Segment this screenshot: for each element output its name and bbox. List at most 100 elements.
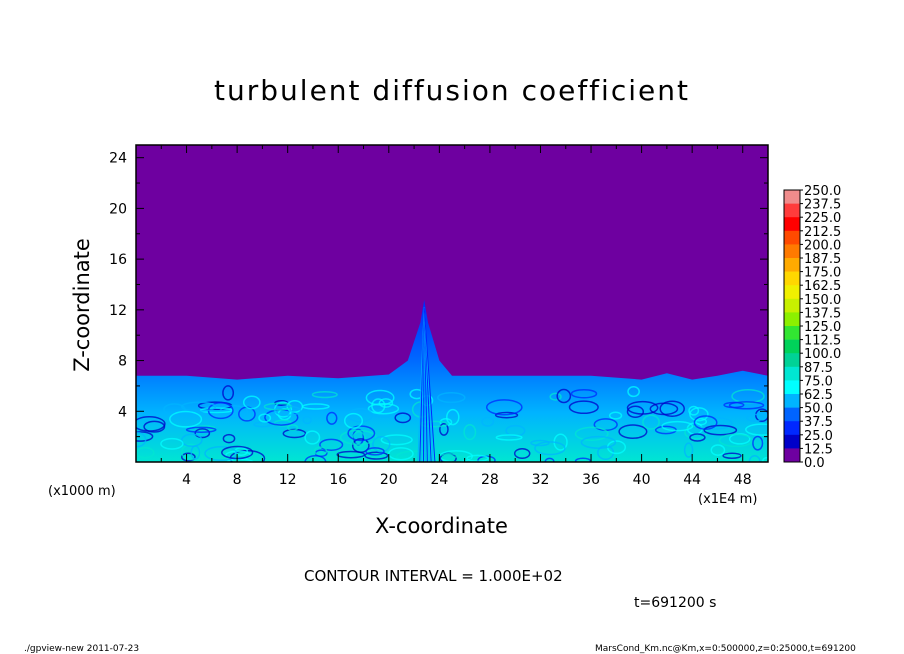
turbulence-streak <box>463 423 477 441</box>
turbulence-streak <box>626 400 659 415</box>
turbulence-streak <box>580 435 617 449</box>
colorbar-label: 225.0 <box>804 211 841 226</box>
colorbar-label: 50.0 <box>804 402 833 417</box>
turbulence-streak <box>282 428 307 439</box>
colorbar-swatch <box>784 366 800 381</box>
turbulence-streak <box>436 452 462 462</box>
colorbar-label: 250.0 <box>804 184 841 199</box>
turbulence-streak <box>181 452 196 462</box>
turbulence-streak <box>574 457 592 462</box>
colorbar-label: 162.5 <box>804 279 841 294</box>
colorbar-swatch <box>784 312 800 327</box>
turbulence-streak <box>319 438 344 451</box>
turbulence-streak <box>204 445 238 462</box>
x-tick-label: 48 <box>734 472 752 488</box>
turbulence-streak <box>371 398 386 414</box>
turbulence-streak <box>365 447 385 456</box>
colorbar-label: 175.0 <box>804 266 841 281</box>
turbulence-streak <box>364 451 389 460</box>
turbulence-streak <box>530 439 550 447</box>
turbulence-streak <box>287 424 299 432</box>
x-tick-label: 8 <box>233 472 242 488</box>
turbulence-streak <box>394 412 412 424</box>
turbulence-streak <box>693 415 718 430</box>
colorbar-swatch <box>784 285 800 300</box>
turbulence-streak <box>481 416 495 427</box>
colorbar-label: 212.5 <box>804 225 841 240</box>
turbulence-streak <box>311 390 338 399</box>
turbulence-streak <box>222 433 236 444</box>
turbulence-streak <box>649 402 679 416</box>
turbulence-streak <box>450 455 472 462</box>
colorbar-swatch <box>784 326 800 340</box>
turbulence-streak <box>446 408 460 426</box>
y-tick-label: 4 <box>118 404 127 420</box>
turbulence-streak <box>343 412 364 429</box>
colorbar-label: 37.5 <box>804 415 833 430</box>
turbulence-streak <box>722 452 742 459</box>
turbulence-streak <box>746 413 763 422</box>
x-axis-label: X-coordinate <box>375 514 508 538</box>
colorbar-label: 100.0 <box>804 347 841 362</box>
turbulence-streak <box>556 388 572 404</box>
turbulence-streak <box>683 442 694 458</box>
turbulence-streak <box>626 405 645 418</box>
turbulence-streak <box>190 445 201 460</box>
colorbar-swatch <box>784 298 800 313</box>
colorbar-swatch <box>784 421 800 436</box>
turbulence-streak <box>495 434 523 441</box>
y-tick-label: 12 <box>109 303 127 319</box>
x-tick-label: 36 <box>582 472 600 488</box>
turbulence-streak <box>513 447 531 460</box>
colorbar-label: 75.0 <box>804 374 833 389</box>
colorbar-swatch <box>784 230 800 245</box>
turbulence-streak <box>574 426 609 441</box>
y-tick-label: 20 <box>109 201 127 217</box>
colorbar-swatch <box>784 244 800 259</box>
turbulence-streak <box>659 400 685 417</box>
colorbar-label: 62.5 <box>804 388 833 403</box>
turbulence-streak <box>194 428 211 439</box>
x-tick-label: 40 <box>633 472 651 488</box>
turbulence-streak <box>313 446 328 456</box>
turbulence-streak <box>642 414 660 430</box>
turbulence-streak <box>688 405 700 416</box>
turbulence-streak <box>608 411 623 420</box>
turbulence-streak <box>304 430 321 445</box>
colorbar-swatch <box>784 407 800 422</box>
x-tick-label: 24 <box>430 472 448 488</box>
turbulence-streak <box>380 434 413 446</box>
footer-file-label: MarsCond_Km.nc@Km,x=0:500000,z=0:25000,t… <box>595 644 856 654</box>
turbulence-streak <box>347 425 376 442</box>
contour-interval-label: CONTOUR INTERVAL = 1.000E+02 <box>304 567 563 585</box>
turbulence-streak <box>136 431 154 442</box>
x-tick-label: 12 <box>279 472 297 488</box>
turbulence-streak <box>169 410 203 428</box>
turbulence-streak <box>367 402 400 415</box>
colorbar-label: 137.5 <box>804 306 841 321</box>
turbulence-streak <box>339 429 377 446</box>
turbulence-streak <box>718 433 754 448</box>
turbulence-streak <box>549 392 562 401</box>
turbulence-streak <box>136 431 147 448</box>
turbulence-streak <box>437 392 466 404</box>
colorbar-swatch <box>784 217 800 232</box>
colorbar-label: 150.0 <box>804 293 841 308</box>
colorbar-label: 112.5 <box>804 334 841 349</box>
footer-command-label: ./gpview-new 2011-07-23 <box>24 644 140 654</box>
plot-area <box>136 145 768 462</box>
turbulence-streak <box>534 441 566 456</box>
turbulence-streak <box>242 395 261 410</box>
turbulence-streak <box>485 399 523 416</box>
colorbar-label: 125.0 <box>804 320 841 335</box>
turbulence-streak <box>180 433 203 448</box>
turbulence-streak <box>253 421 272 428</box>
x-tick-label: 44 <box>683 472 701 488</box>
x-tick-label: 16 <box>329 472 347 488</box>
x-tick-label: 4 <box>182 472 191 488</box>
turbulence-streak <box>661 420 694 432</box>
turbulence-streak <box>185 426 217 433</box>
colorbar-swatch <box>784 258 800 272</box>
